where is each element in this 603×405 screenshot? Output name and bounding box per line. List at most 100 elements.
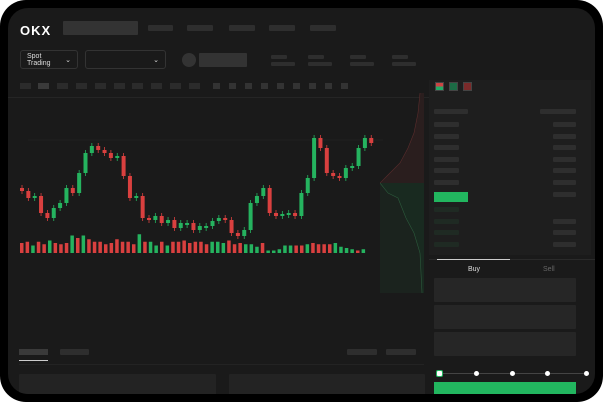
candle: [77, 173, 82, 193]
interval-button[interactable]: [76, 83, 87, 89]
ruler-icon[interactable]: [293, 83, 300, 89]
volume-bar: [48, 240, 52, 253]
candle: [369, 138, 374, 143]
candle: [89, 146, 94, 153]
nav-item[interactable]: [269, 25, 295, 31]
best-bid-highlight[interactable]: [434, 192, 468, 202]
volume-bar: [126, 241, 130, 253]
interval-button[interactable]: [57, 83, 68, 89]
ask-amount: [553, 179, 576, 185]
settings-icon[interactable]: [325, 83, 332, 89]
bottom-tab-active[interactable]: [19, 349, 48, 355]
candle: [343, 168, 348, 178]
volume-bar: [294, 245, 298, 253]
stat-label: [271, 55, 287, 59]
nav-item[interactable]: [229, 25, 255, 31]
candle: [115, 156, 120, 158]
candle: [166, 220, 171, 223]
depth-chart: [380, 93, 424, 293]
interval-button[interactable]: [132, 83, 143, 89]
draw-icon[interactable]: [245, 83, 252, 89]
volume-bar: [199, 241, 203, 253]
chevron-down-icon[interactable]: [229, 83, 236, 89]
price-input[interactable]: [434, 278, 576, 302]
interval-button[interactable]: [95, 83, 106, 89]
nav-item[interactable]: [187, 25, 213, 31]
candle: [216, 218, 221, 221]
volume-bar: [76, 238, 80, 253]
volume-bar: [132, 244, 136, 253]
buy-button[interactable]: [434, 382, 576, 394]
bid-price: [434, 218, 459, 224]
slider-stop-50[interactable]: [510, 371, 515, 376]
volume-bar: [227, 240, 231, 253]
bottom-action[interactable]: [347, 349, 377, 355]
stat-value: [308, 62, 332, 66]
indicator-icon[interactable]: [213, 83, 220, 89]
interval-button[interactable]: [189, 83, 200, 89]
line-icon[interactable]: [277, 83, 284, 89]
volume-bar: [339, 246, 343, 253]
volume-bar: [193, 241, 198, 253]
volume-bar: [182, 240, 186, 253]
candle: [242, 230, 247, 236]
nav-item[interactable]: [148, 25, 173, 31]
bid-amount: [553, 241, 576, 247]
interval-button[interactable]: [114, 83, 125, 89]
volume-bar: [300, 245, 304, 253]
slider-stop-25[interactable]: [474, 371, 479, 376]
volume-bar: [20, 243, 24, 253]
camera-icon[interactable]: [309, 83, 316, 89]
interval-button[interactable]: [170, 83, 181, 89]
candle: [337, 176, 342, 178]
volume-bar: [238, 243, 242, 253]
slider-stop-100[interactable]: [584, 371, 589, 376]
divider: [8, 97, 429, 98]
bid-amount: [553, 230, 576, 235]
interval-button[interactable]: [20, 83, 31, 89]
candlestick-chart[interactable]: [8, 88, 383, 328]
tab-sell[interactable]: Sell: [543, 266, 555, 273]
bottom-tab-underline: [19, 360, 48, 361]
amount-slider-handle[interactable]: [436, 370, 443, 377]
market-selector-label: Spot Trading: [27, 52, 51, 67]
search-bar[interactable]: [63, 21, 138, 35]
depth-asks-area: [380, 93, 424, 183]
interval-button[interactable]: [151, 83, 162, 89]
bottom-action[interactable]: [386, 349, 416, 355]
tab-buy[interactable]: Buy: [468, 266, 481, 273]
bottom-tab[interactable]: [60, 349, 89, 355]
order-book-both-icon[interactable]: [435, 82, 444, 91]
price-display: [199, 53, 247, 67]
candle: [58, 203, 63, 208]
nav-item[interactable]: [310, 25, 336, 31]
order-book-bids-icon[interactable]: [449, 82, 458, 91]
candle: [64, 188, 69, 203]
total-input[interactable]: [434, 332, 576, 356]
chevron-down-icon[interactable]: [261, 83, 268, 89]
candle: [324, 148, 329, 173]
market-selector[interactable]: Spot Trading ⌄: [20, 50, 78, 69]
volume-bar: [255, 246, 259, 253]
order-book-asks-icon[interactable]: [463, 82, 472, 91]
candle: [293, 213, 298, 216]
fullscreen-icon[interactable]: [341, 83, 348, 89]
volume-bar: [210, 241, 214, 253]
chevron-down-icon: ⌄: [153, 56, 159, 64]
volume-bar: [260, 243, 265, 253]
volume-bar: [283, 245, 287, 253]
volume-bar: [305, 244, 310, 253]
amount-input[interactable]: [434, 305, 576, 329]
depth-asks-line: [380, 93, 421, 184]
volume-bar: [344, 248, 349, 253]
pair-selector[interactable]: ⌄: [85, 50, 166, 69]
volume-bar: [109, 243, 114, 253]
depth-bids-fill: [380, 183, 422, 293]
stat-label: [308, 55, 324, 59]
interval-button[interactable]: [38, 83, 49, 89]
volume-bar: [160, 241, 164, 253]
stat-value: [392, 62, 416, 66]
slider-stop-75[interactable]: [545, 371, 550, 376]
candle: [356, 148, 361, 166]
candle: [248, 203, 253, 230]
